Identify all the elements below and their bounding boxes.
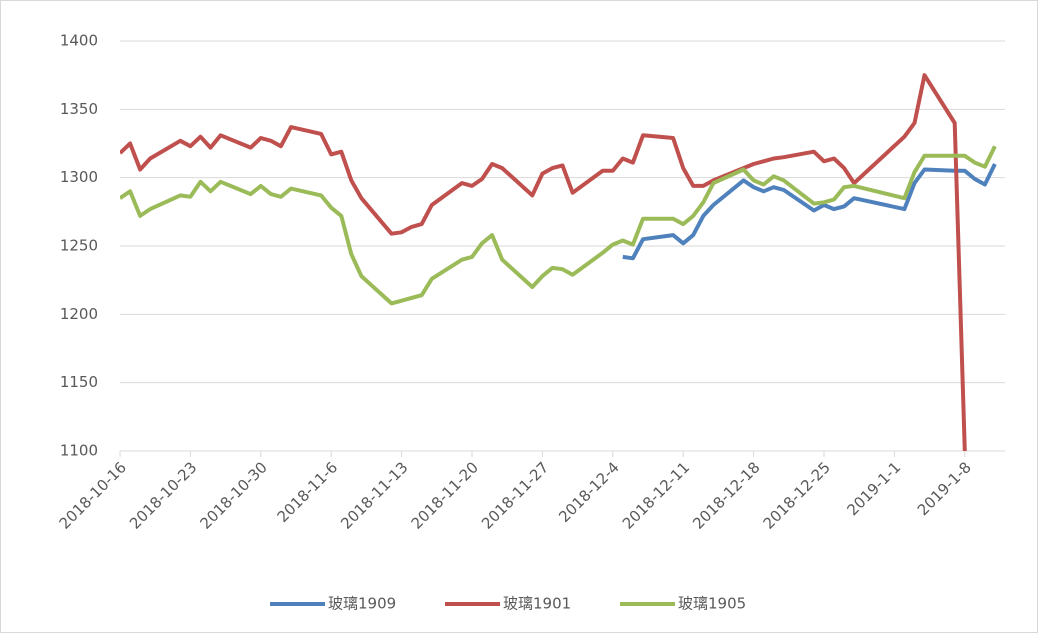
y-tick-label: 1200: [60, 305, 98, 323]
series-line: [622, 163, 997, 261]
y-tick-label: 1350: [60, 100, 98, 118]
legend-label: 玻璃1901: [503, 595, 571, 613]
y-tick-label: 1400: [60, 32, 98, 50]
y-tick-label: 1100: [60, 442, 98, 460]
series-line: [120, 145, 997, 306]
legend-label: 玻璃1905: [678, 595, 746, 613]
y-tick-label: 1250: [60, 237, 98, 255]
y-tick-label: 1300: [60, 168, 98, 186]
y-tick-label: 1150: [60, 373, 98, 391]
legend-label: 玻璃1909: [328, 595, 396, 613]
series-line: [120, 73, 967, 451]
